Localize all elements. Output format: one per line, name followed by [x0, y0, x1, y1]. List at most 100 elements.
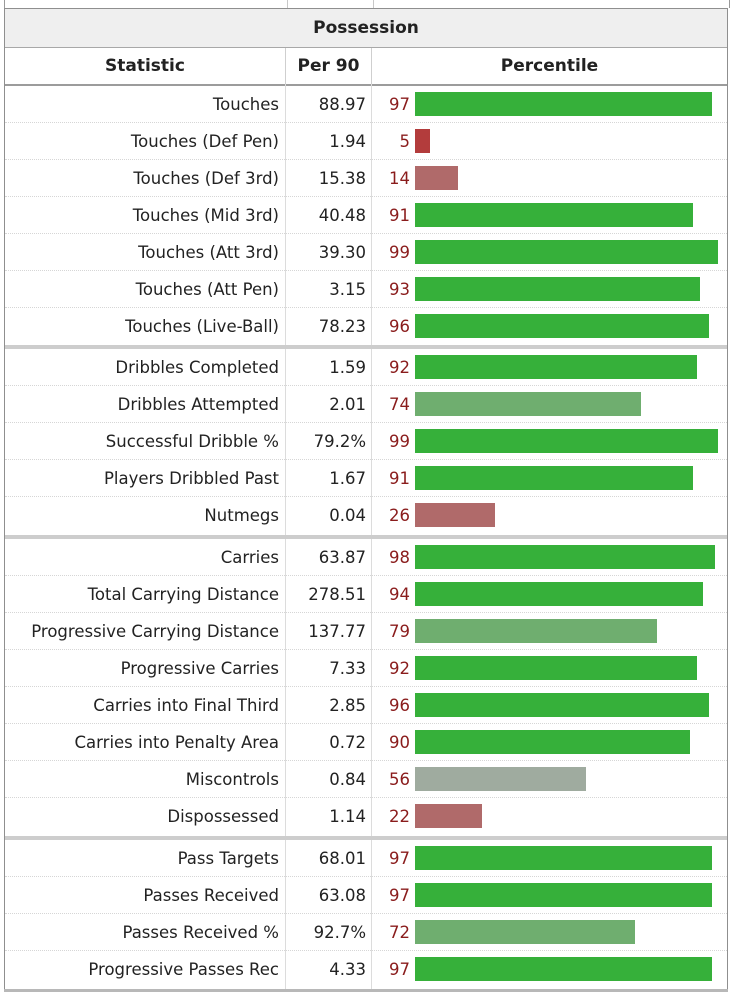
percentile-bar	[415, 883, 712, 907]
statistic-label: Passes Received %	[122, 922, 279, 942]
statistic-label: Touches (Def 3rd)	[133, 168, 279, 188]
table-row: Touches 88.97 97	[5, 86, 727, 123]
table-header-row: Statistic Per 90 Percentile	[5, 48, 727, 86]
per90-value: 1.14	[329, 806, 366, 826]
table-row: Passes Received 63.08 97	[5, 877, 727, 914]
percentile-bar	[415, 92, 712, 116]
statistic-label: Carries	[220, 547, 279, 567]
percentile-value: 99	[389, 242, 410, 262]
statistic-label: Carries into Penalty Area	[74, 732, 279, 752]
table-row: Miscontrols 0.84 56	[5, 761, 727, 798]
per90-value: 40.48	[318, 205, 366, 225]
statistic-label: Pass Targets	[177, 848, 279, 868]
table-body: Touches 88.97 97 Touches (Def Pen) 1.94 5 Touc…	[5, 9, 727, 991]
per90-value: 0.04	[329, 505, 366, 525]
table-row: Players Dribbled Past 1.67 91	[5, 460, 727, 497]
per90-value: 278.51	[308, 584, 366, 604]
percentile-bar	[415, 314, 709, 338]
percentile-value: 97	[389, 94, 410, 114]
group-separator	[5, 836, 727, 840]
percentile-bar	[415, 846, 712, 870]
per90-value: 4.33	[329, 959, 366, 979]
column-divider	[287, 0, 288, 8]
per90-value: 1.67	[329, 468, 366, 488]
percentile-value: 5	[399, 131, 411, 151]
percentile-bar	[415, 656, 697, 680]
statistic-label: Miscontrols	[185, 769, 279, 789]
percentile-value: 97	[389, 885, 410, 905]
per90-value: 3.15	[329, 279, 366, 299]
per90-value: 1.94	[329, 131, 366, 151]
percentile-bar	[415, 429, 718, 453]
table-row: Touches (Mid 3rd) 40.48 91	[5, 197, 727, 234]
statistic-label: Total Carrying Distance	[87, 584, 279, 604]
percentile-bar	[415, 693, 709, 717]
statistic-label: Touches (Live-Ball)	[125, 316, 279, 336]
percentile-value: 92	[389, 658, 410, 678]
table-bottom-edge	[4, 989, 728, 992]
table-row: Total Carrying Distance 278.51 94	[5, 576, 727, 613]
percentile-bar	[415, 545, 715, 569]
percentile-value: 97	[389, 848, 410, 868]
statistic-label: Players Dribbled Past	[103, 468, 279, 488]
table-row: Nutmegs 0.04 26	[5, 497, 727, 533]
per90-value: 2.01	[329, 394, 366, 414]
group-separator	[5, 345, 727, 349]
statistic-label: Touches (Att 3rd)	[138, 242, 279, 262]
percentile-value: 92	[389, 357, 410, 377]
percentile-value: 93	[389, 279, 410, 299]
percentile-bar	[415, 804, 482, 828]
per90-value: 79.2%	[313, 431, 366, 451]
table-row: Carries into Penalty Area 0.72 90	[5, 724, 727, 761]
possession-table: Possession Statistic Per 90 Percentile T…	[4, 8, 728, 991]
percentile-bar	[415, 203, 693, 227]
percentile-value: 94	[389, 584, 410, 604]
per90-value: 39.30	[318, 242, 366, 262]
per90-value: 78.23	[318, 316, 366, 336]
statistic-label: Nutmegs	[204, 505, 279, 525]
column-divider	[373, 0, 374, 8]
percentile-value: 99	[389, 431, 410, 451]
percentile-value: 96	[389, 316, 410, 336]
table-row: Dispossessed 1.14 22	[5, 798, 727, 834]
table-row: Carries 63.87 98	[5, 539, 727, 576]
percentile-bar	[415, 767, 586, 791]
per90-value: 7.33	[329, 658, 366, 678]
statistic-label: Touches (Att Pen)	[135, 279, 279, 299]
percentile-value: 97	[389, 959, 410, 979]
per90-value: 137.77	[308, 621, 366, 641]
percentile-bar	[415, 129, 430, 153]
percentile-value: 79	[389, 621, 410, 641]
table-row: Progressive Carries 7.33 92	[5, 650, 727, 687]
percentile-bar	[415, 619, 657, 643]
statistic-label: Touches (Mid 3rd)	[132, 205, 279, 225]
percentile-bar	[415, 240, 718, 264]
percentile-value: 56	[389, 769, 410, 789]
table-row: Touches (Att Pen) 3.15 93	[5, 271, 727, 308]
statistic-label: Successful Dribble %	[105, 431, 279, 451]
table-row: Passes Received % 92.7% 72	[5, 914, 727, 951]
percentile-value: 26	[389, 505, 410, 525]
statistic-label: Progressive Carrying Distance	[31, 621, 279, 641]
percentile-value: 22	[389, 806, 410, 826]
percentile-value: 74	[389, 394, 410, 414]
table-row: Touches (Live-Ball) 78.23 96	[5, 308, 727, 344]
percentile-value: 90	[389, 732, 410, 752]
statistic-label: Progressive Passes Rec	[88, 959, 279, 979]
header-statistic[interactable]: Statistic	[5, 48, 286, 84]
per90-value: 15.38	[318, 168, 366, 188]
header-per90[interactable]: Per 90	[286, 48, 372, 84]
per90-value: 92.7%	[313, 922, 366, 942]
percentile-bar	[415, 957, 712, 981]
percentile-bar	[415, 355, 697, 379]
percentile-value: 14	[389, 168, 410, 188]
table-row: Progressive Carrying Distance 137.77 79	[5, 613, 727, 650]
table-row: Pass Targets 68.01 97	[5, 840, 727, 877]
statistic-label: Carries into Final Third	[93, 695, 279, 715]
statistic-label: Dispossessed	[167, 806, 279, 826]
percentile-value: 91	[389, 205, 410, 225]
header-percentile[interactable]: Percentile	[500, 56, 599, 76]
table-row: Dribbles Attempted 2.01 74	[5, 386, 727, 423]
statistic-label: Dribbles Completed	[115, 357, 279, 377]
statistic-label: Touches	[212, 94, 279, 114]
